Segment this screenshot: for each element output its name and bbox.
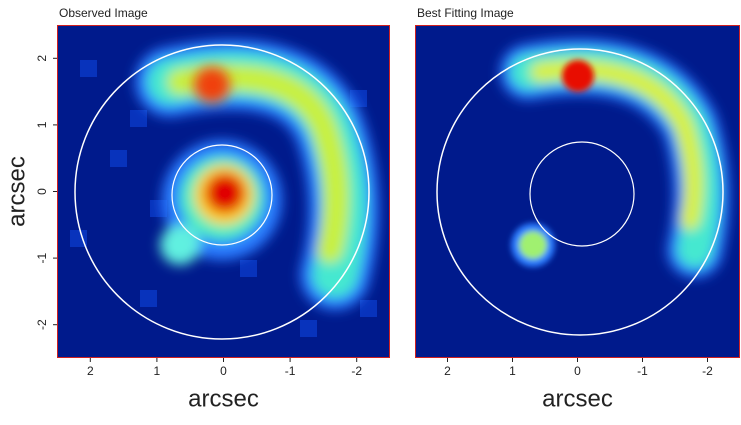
figure: Observed Image 2 1 0 -1 -2 -2 -1 0 1 2 arcsec arcsec… bbox=[0, 0, 741, 425]
y-tick-label: -2 bbox=[35, 319, 49, 330]
y-tick-label: -1 bbox=[35, 252, 49, 263]
x-tick-label: -2 bbox=[702, 364, 713, 378]
y-axis-label: arcsec bbox=[3, 156, 30, 227]
panel-title: Observed Image bbox=[59, 6, 148, 20]
x-tick-label: 1 bbox=[154, 364, 161, 378]
observed-image bbox=[57, 25, 390, 358]
x-tick-label: 0 bbox=[574, 364, 581, 378]
y-tick-label: 1 bbox=[35, 121, 49, 128]
x-tick-label: -1 bbox=[637, 364, 648, 378]
y-tick-label: 2 bbox=[35, 55, 49, 62]
y-tick-label: 0 bbox=[35, 188, 49, 195]
x-tick-label: 2 bbox=[87, 364, 94, 378]
x-axis-label: arcsec bbox=[542, 385, 613, 412]
x-tick-label: 0 bbox=[220, 364, 227, 378]
x-tick-label: -1 bbox=[285, 364, 296, 378]
x-tick-label: 1 bbox=[509, 364, 516, 378]
x-tick-label: 2 bbox=[444, 364, 451, 378]
model-image bbox=[415, 25, 740, 358]
x-axis-label: arcsec bbox=[188, 385, 259, 412]
x-tick-label: -2 bbox=[351, 364, 362, 378]
panel-title: Best Fitting Image bbox=[417, 6, 514, 20]
